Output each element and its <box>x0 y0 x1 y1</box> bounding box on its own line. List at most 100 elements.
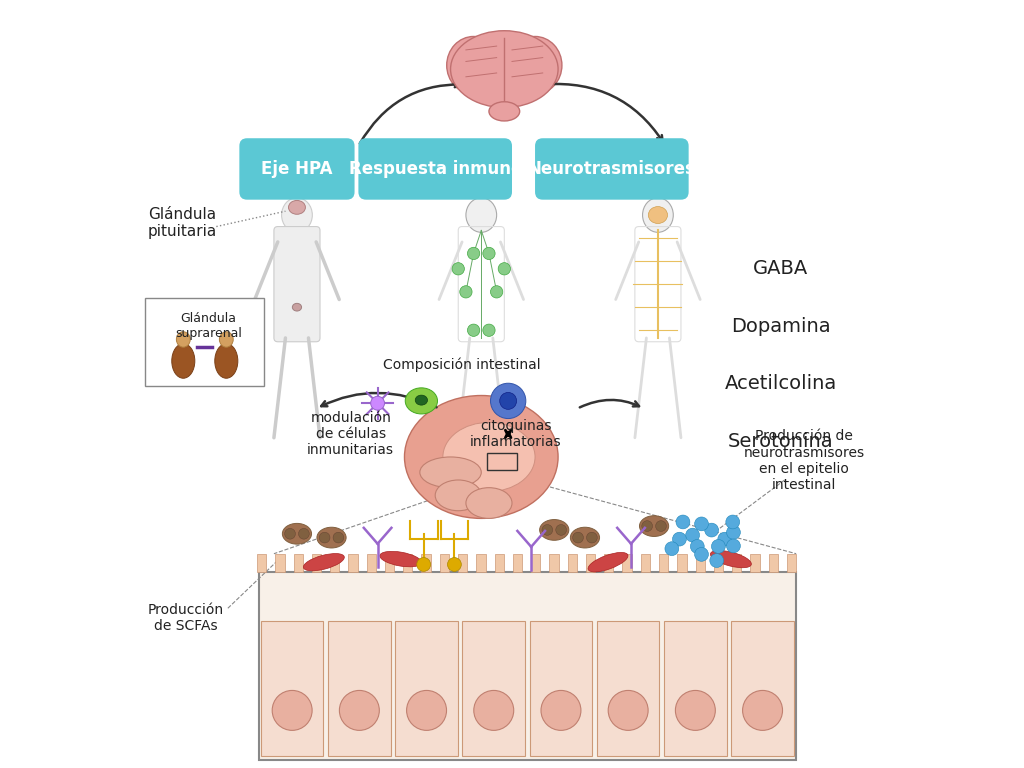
Circle shape <box>686 528 699 542</box>
Bar <box>659 554 669 572</box>
Circle shape <box>556 525 566 535</box>
Circle shape <box>447 558 461 571</box>
Circle shape <box>490 383 526 419</box>
Bar <box>403 554 413 572</box>
Ellipse shape <box>176 332 190 347</box>
Circle shape <box>474 690 514 730</box>
Bar <box>439 554 449 572</box>
Text: Glándula
suprarenal: Glándula suprarenal <box>175 313 242 340</box>
Circle shape <box>500 392 516 409</box>
Ellipse shape <box>289 200 305 214</box>
Ellipse shape <box>570 528 600 548</box>
Ellipse shape <box>435 480 481 511</box>
Bar <box>476 554 485 572</box>
Circle shape <box>299 528 309 539</box>
Text: Acetilcolina: Acetilcolina <box>725 375 837 393</box>
Ellipse shape <box>380 551 422 567</box>
Circle shape <box>727 539 740 553</box>
Circle shape <box>676 690 716 730</box>
Circle shape <box>483 247 496 260</box>
Circle shape <box>587 532 597 543</box>
Ellipse shape <box>172 344 195 379</box>
Bar <box>257 554 266 572</box>
Bar <box>623 554 632 572</box>
Bar <box>328 621 391 756</box>
Text: Serotonina: Serotonina <box>728 432 834 451</box>
Ellipse shape <box>416 396 428 406</box>
Circle shape <box>655 521 667 531</box>
Circle shape <box>718 532 731 546</box>
Circle shape <box>694 548 709 561</box>
Bar <box>385 554 394 572</box>
Text: GABA: GABA <box>754 260 808 278</box>
Ellipse shape <box>643 198 674 232</box>
Bar <box>597 621 659 756</box>
Circle shape <box>460 286 472 298</box>
FancyBboxPatch shape <box>274 227 319 342</box>
Bar <box>463 621 525 756</box>
Circle shape <box>467 324 479 336</box>
Circle shape <box>712 539 725 553</box>
Bar <box>312 554 322 572</box>
Text: citoquinas
inflamatorias: citoquinas inflamatorias <box>470 419 561 449</box>
Circle shape <box>467 247 479 260</box>
Circle shape <box>541 690 581 730</box>
Circle shape <box>726 515 739 529</box>
Ellipse shape <box>588 552 628 572</box>
Text: Composición intestinal: Composición intestinal <box>383 358 541 372</box>
Bar <box>751 554 760 572</box>
Bar <box>348 554 357 572</box>
Circle shape <box>676 515 690 529</box>
Bar <box>604 554 613 572</box>
Ellipse shape <box>489 102 519 121</box>
Bar <box>731 621 794 756</box>
Circle shape <box>490 286 503 298</box>
Ellipse shape <box>293 303 302 311</box>
Text: Glándula
pituitaria: Glándula pituitaria <box>147 207 216 239</box>
Circle shape <box>727 525 740 539</box>
Ellipse shape <box>639 516 669 536</box>
Ellipse shape <box>282 198 312 232</box>
Ellipse shape <box>317 528 346 548</box>
Circle shape <box>333 532 344 543</box>
Circle shape <box>339 690 379 730</box>
Bar <box>261 621 324 756</box>
Bar <box>458 554 467 572</box>
FancyBboxPatch shape <box>535 138 688 200</box>
Circle shape <box>642 521 652 531</box>
Circle shape <box>673 532 686 546</box>
Bar <box>695 554 705 572</box>
Bar <box>550 554 559 572</box>
Text: modulación
de células
inmunitarias: modulación de células inmunitarias <box>307 411 394 457</box>
Circle shape <box>371 396 385 410</box>
Circle shape <box>710 554 724 568</box>
Circle shape <box>665 541 679 555</box>
Bar <box>531 554 541 572</box>
Circle shape <box>498 263 510 275</box>
Bar <box>786 554 797 572</box>
Bar <box>714 554 723 572</box>
Ellipse shape <box>215 344 238 379</box>
Circle shape <box>742 690 782 730</box>
Circle shape <box>572 532 584 543</box>
Circle shape <box>705 523 719 537</box>
Bar <box>769 554 778 572</box>
Circle shape <box>272 690 312 730</box>
Text: Producción de
neurotrasmisores
en el epitelio
intestinal: Producción de neurotrasmisores en el epi… <box>743 429 864 492</box>
Bar <box>145 297 264 386</box>
Text: Neurotrasmisores: Neurotrasmisores <box>528 160 695 178</box>
Bar <box>367 554 376 572</box>
Bar <box>275 554 285 572</box>
Circle shape <box>542 525 553 535</box>
Text: Producción
de SCFAs: Producción de SCFAs <box>147 603 223 634</box>
FancyBboxPatch shape <box>358 138 512 200</box>
Circle shape <box>608 690 648 730</box>
Ellipse shape <box>508 37 562 94</box>
Bar <box>567 554 577 572</box>
Bar <box>664 621 727 756</box>
Bar <box>732 554 741 572</box>
Ellipse shape <box>451 31 558 108</box>
Circle shape <box>690 539 705 553</box>
Ellipse shape <box>303 554 344 571</box>
Bar <box>586 554 595 572</box>
